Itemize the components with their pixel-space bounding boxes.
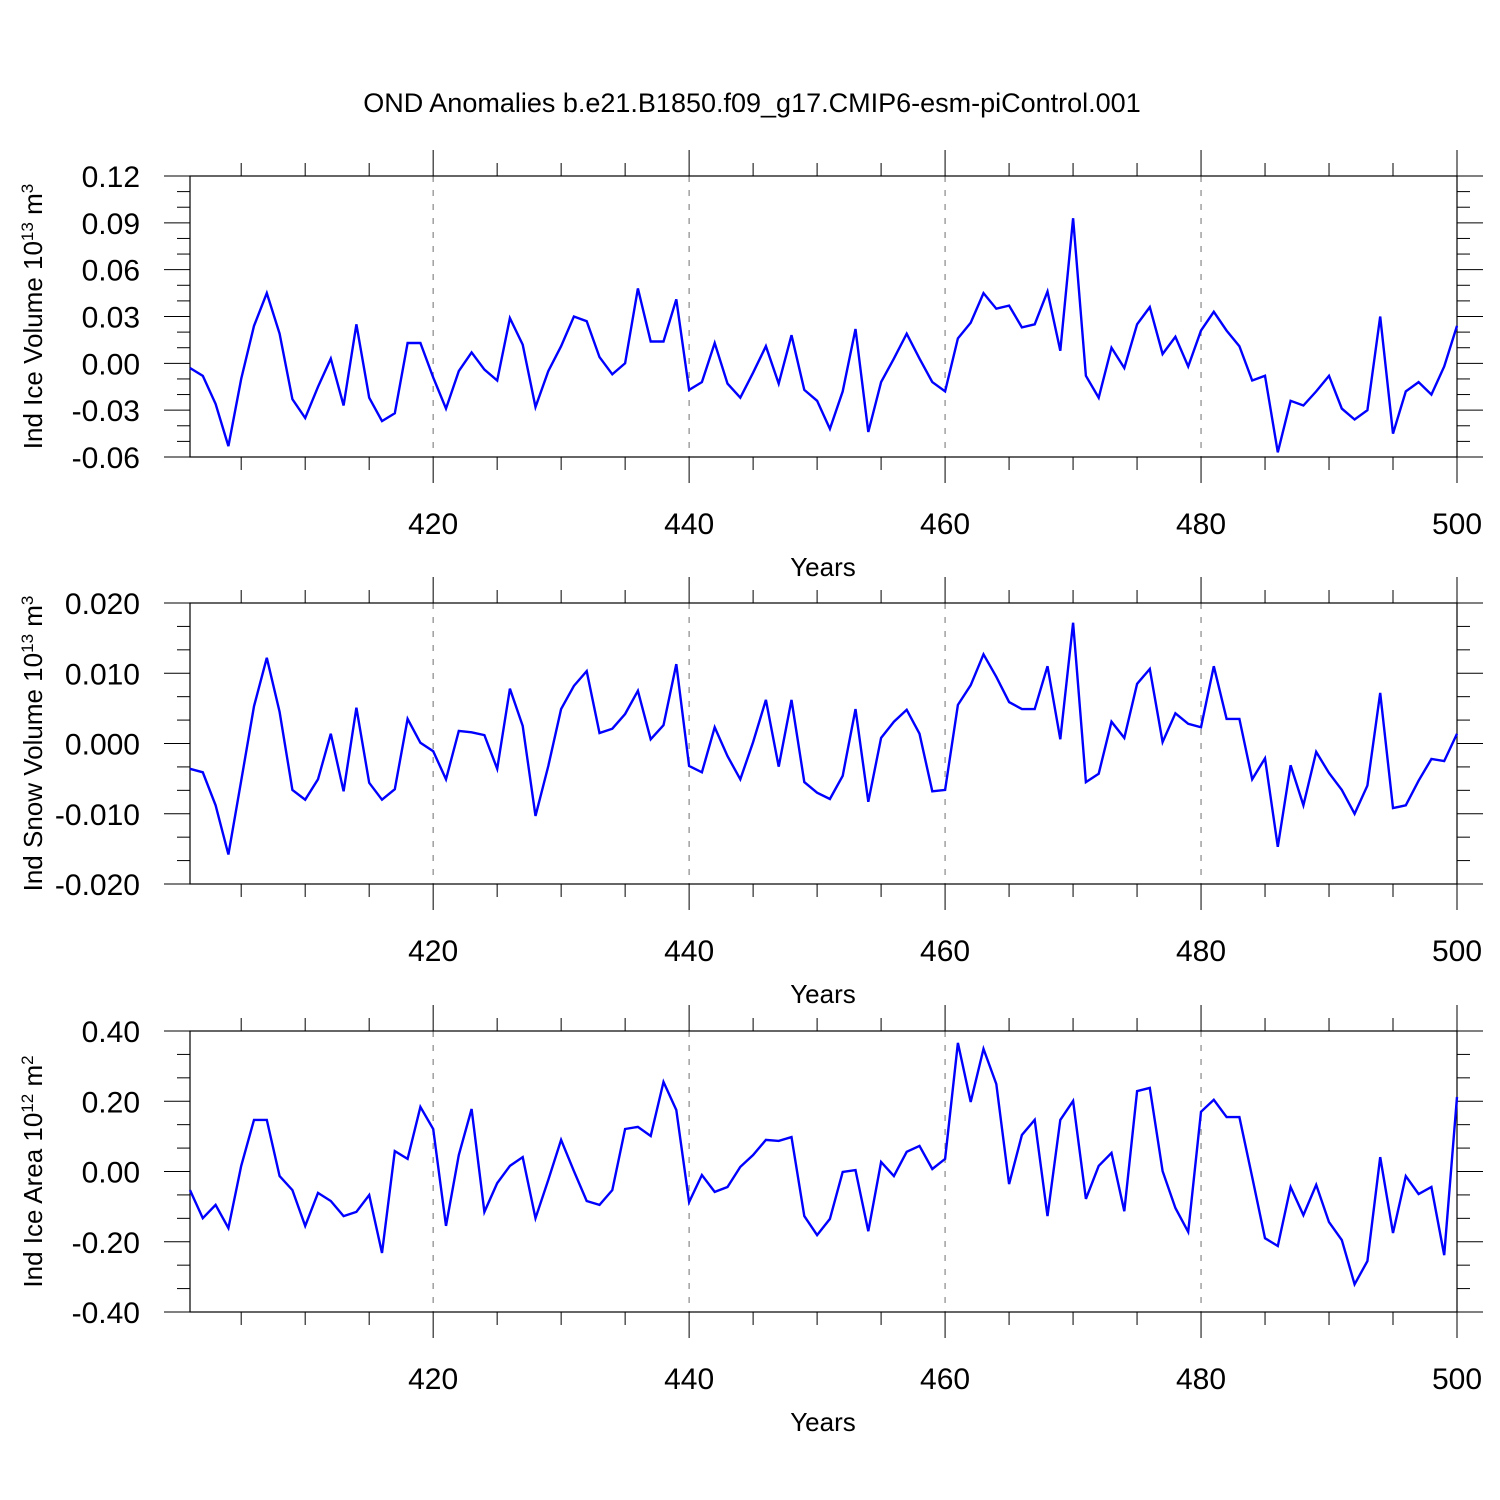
y-tick-label: -0.20 xyxy=(72,1227,140,1260)
y-tick-label: 0.00 xyxy=(82,348,140,381)
panel-2: -0.020 -0.010 0.000 0.010 0.020 420 440 460 480 5… xyxy=(18,577,1483,1009)
x-axis-label: Years xyxy=(790,1407,856,1437)
series-line xyxy=(189,622,1459,855)
y-tick-label: -0.010 xyxy=(55,799,140,832)
x-tick-label: 500 xyxy=(1432,1363,1482,1396)
y-label-text: Ind Ice Area 10 xyxy=(18,1113,48,1288)
x-tick-label: 440 xyxy=(664,935,714,968)
y-tick-label: 0.09 xyxy=(82,208,140,241)
x-tick-label: 460 xyxy=(920,1363,970,1396)
y-tick-label: 0.06 xyxy=(82,255,140,288)
y-tick-label: -0.020 xyxy=(55,869,140,902)
y-tick-label: 0.010 xyxy=(65,658,140,691)
x-tick-label: 420 xyxy=(408,508,458,541)
y-tick-label: -0.06 xyxy=(72,442,140,475)
x-tick-label: 440 xyxy=(664,508,714,541)
y-tick-label: 0.20 xyxy=(82,1086,140,1119)
x-tick-label: 460 xyxy=(920,508,970,541)
y-tick-label: -0.40 xyxy=(72,1297,140,1330)
plot-frame xyxy=(189,175,1458,458)
plot-frame xyxy=(189,602,1458,885)
panel-1: -0.06 -0.03 0.00 0.03 0.06 0.09 0.12 420 440 460 4… xyxy=(18,150,1483,582)
y-label-text: Ind Ice Volume 10 xyxy=(18,241,48,449)
y-tick-label: 0.40 xyxy=(82,1016,140,1049)
x-tick-label: 480 xyxy=(1176,508,1226,541)
y-axis-label: Ind Ice Area 1012 m2 xyxy=(18,1055,49,1287)
y-label-exponent: 2 xyxy=(18,1055,37,1064)
y-tick-label: 0.000 xyxy=(65,729,140,762)
chart-title: OND Anomalies b.e21.B1850.f09_g17.CMIP6-… xyxy=(363,88,1140,118)
series-line xyxy=(188,1042,1459,1288)
y-label-text: m xyxy=(18,1065,48,1094)
x-tick-label: 480 xyxy=(1176,1363,1226,1396)
x-axis-label: Years xyxy=(790,552,856,582)
y-label-exponent: 13 xyxy=(18,634,37,653)
x-tick-label: 480 xyxy=(1176,935,1226,968)
y-label-text: m xyxy=(18,193,48,222)
x-tick-label: 440 xyxy=(664,1363,714,1396)
y-tick-label: 0.00 xyxy=(82,1157,140,1190)
x-tick-label: 500 xyxy=(1432,508,1482,541)
y-axis-label: Ind Snow Volume 1013 m3 xyxy=(18,596,49,892)
x-tick-label: 500 xyxy=(1432,935,1482,968)
x-axis-label: Years xyxy=(790,979,856,1009)
panel-3: -0.40 -0.20 0.00 0.20 0.40 420 440 460 480 500 Yea… xyxy=(18,1005,1483,1437)
y-tick-label: 0.03 xyxy=(82,302,140,335)
y-label-exponent: 12 xyxy=(18,1094,37,1113)
x-tick-label: 460 xyxy=(920,935,970,968)
plot-frame xyxy=(189,1030,1458,1313)
y-axis-label: Ind Ice Volume 1013 m3 xyxy=(18,184,49,449)
y-label-exponent: 3 xyxy=(18,596,37,605)
y-tick-label: -0.03 xyxy=(72,395,140,428)
x-tick-label: 420 xyxy=(408,935,458,968)
y-tick-label: 0.020 xyxy=(65,588,140,621)
series-line xyxy=(189,218,1459,453)
y-tick-label: 0.12 xyxy=(82,161,140,194)
y-label-text: m xyxy=(18,605,48,634)
y-label-exponent: 3 xyxy=(18,184,37,193)
y-label-exponent: 13 xyxy=(18,222,37,241)
x-tick-label: 420 xyxy=(408,1363,458,1396)
y-label-text: Ind Snow Volume 10 xyxy=(18,653,48,892)
